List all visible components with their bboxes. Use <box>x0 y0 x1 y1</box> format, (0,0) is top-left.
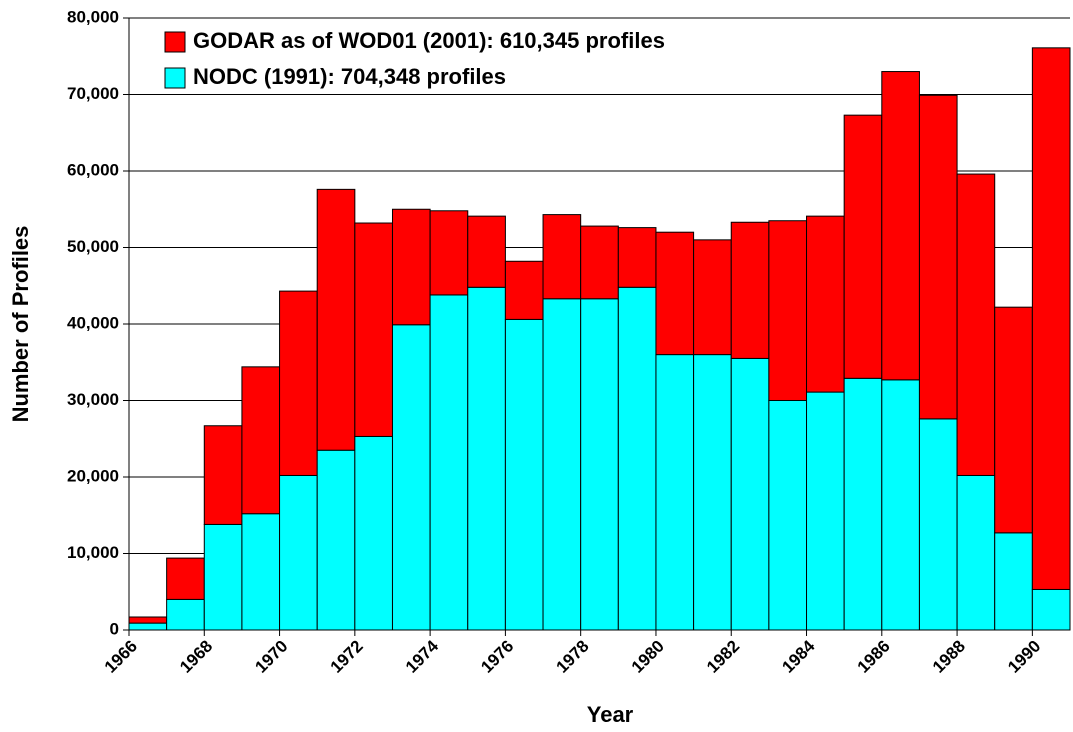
y-tick-label: 50,000 <box>67 237 119 256</box>
bar <box>467 215 506 288</box>
bar <box>994 532 1033 631</box>
bar <box>843 114 883 379</box>
y-tick-label: 60,000 <box>67 160 119 179</box>
bar <box>279 474 318 631</box>
bar <box>316 188 356 451</box>
y-tick-label: 0 <box>110 619 119 638</box>
bar <box>203 425 243 525</box>
bar <box>128 622 168 631</box>
bar <box>241 513 281 631</box>
bar <box>655 354 695 631</box>
bar <box>391 208 431 326</box>
legend-swatch <box>164 31 186 53</box>
bar <box>580 298 619 631</box>
bar <box>1031 588 1071 631</box>
y-tick-label: 70,000 <box>67 84 119 103</box>
bar <box>881 71 920 381</box>
bar <box>504 318 544 631</box>
legend-label: NODC (1991): 704,348 profiles <box>193 64 506 89</box>
bar <box>429 210 469 296</box>
x-tick-label: 1966 <box>101 637 141 677</box>
y-tick-label: 40,000 <box>67 313 119 332</box>
bar <box>806 215 845 393</box>
bar <box>279 290 318 476</box>
bar <box>166 598 205 631</box>
bar <box>203 523 243 631</box>
bar <box>956 474 996 631</box>
bar <box>730 357 770 631</box>
bar <box>994 306 1033 534</box>
bar <box>542 214 582 300</box>
bar <box>693 354 732 631</box>
bar <box>241 366 281 515</box>
bar <box>166 557 205 600</box>
x-tick-label: 1972 <box>327 637 367 677</box>
bar <box>467 286 506 631</box>
x-tick-label: 1978 <box>552 637 592 677</box>
bar <box>504 260 544 320</box>
bar <box>354 435 393 631</box>
bar <box>1031 47 1071 590</box>
x-tick-label: 1970 <box>251 637 291 677</box>
x-tick-label: 1980 <box>628 637 668 677</box>
bar <box>617 286 657 631</box>
bar <box>693 239 732 356</box>
x-tick-label: 1986 <box>854 637 894 677</box>
bar <box>429 294 469 631</box>
x-tick-label: 1968 <box>176 637 216 677</box>
x-tick-label: 1988 <box>929 637 969 677</box>
bar <box>354 222 393 437</box>
x-axis-label: Year <box>587 702 634 727</box>
y-axis-label: Number of Profiles <box>8 226 33 423</box>
x-tick-label: 1974 <box>402 636 443 677</box>
y-tick-label: 80,000 <box>67 7 119 26</box>
y-tick-label: 20,000 <box>67 466 119 485</box>
bar <box>316 449 356 631</box>
x-tick-label: 1984 <box>778 636 819 677</box>
bar <box>128 616 168 624</box>
bar <box>918 418 958 631</box>
legend-label: GODAR as of WOD01 (2001): 610,345 profil… <box>193 28 665 53</box>
bar <box>806 391 845 631</box>
y-tick-label: 30,000 <box>67 390 119 409</box>
bar <box>580 225 619 300</box>
x-tick-label: 1990 <box>1004 637 1044 677</box>
bar <box>617 227 657 288</box>
legend-swatch <box>164 67 186 89</box>
bar <box>542 298 582 631</box>
x-tick-label: 1976 <box>477 637 517 677</box>
bar <box>391 324 431 631</box>
bar <box>768 220 808 401</box>
bar <box>655 231 695 356</box>
bar <box>768 400 808 631</box>
bar <box>843 377 883 631</box>
bar <box>918 94 958 420</box>
bar <box>956 173 996 476</box>
bar <box>881 379 920 631</box>
bar <box>730 221 770 359</box>
y-tick-label: 10,000 <box>67 543 119 562</box>
x-tick-label: 1982 <box>703 637 743 677</box>
